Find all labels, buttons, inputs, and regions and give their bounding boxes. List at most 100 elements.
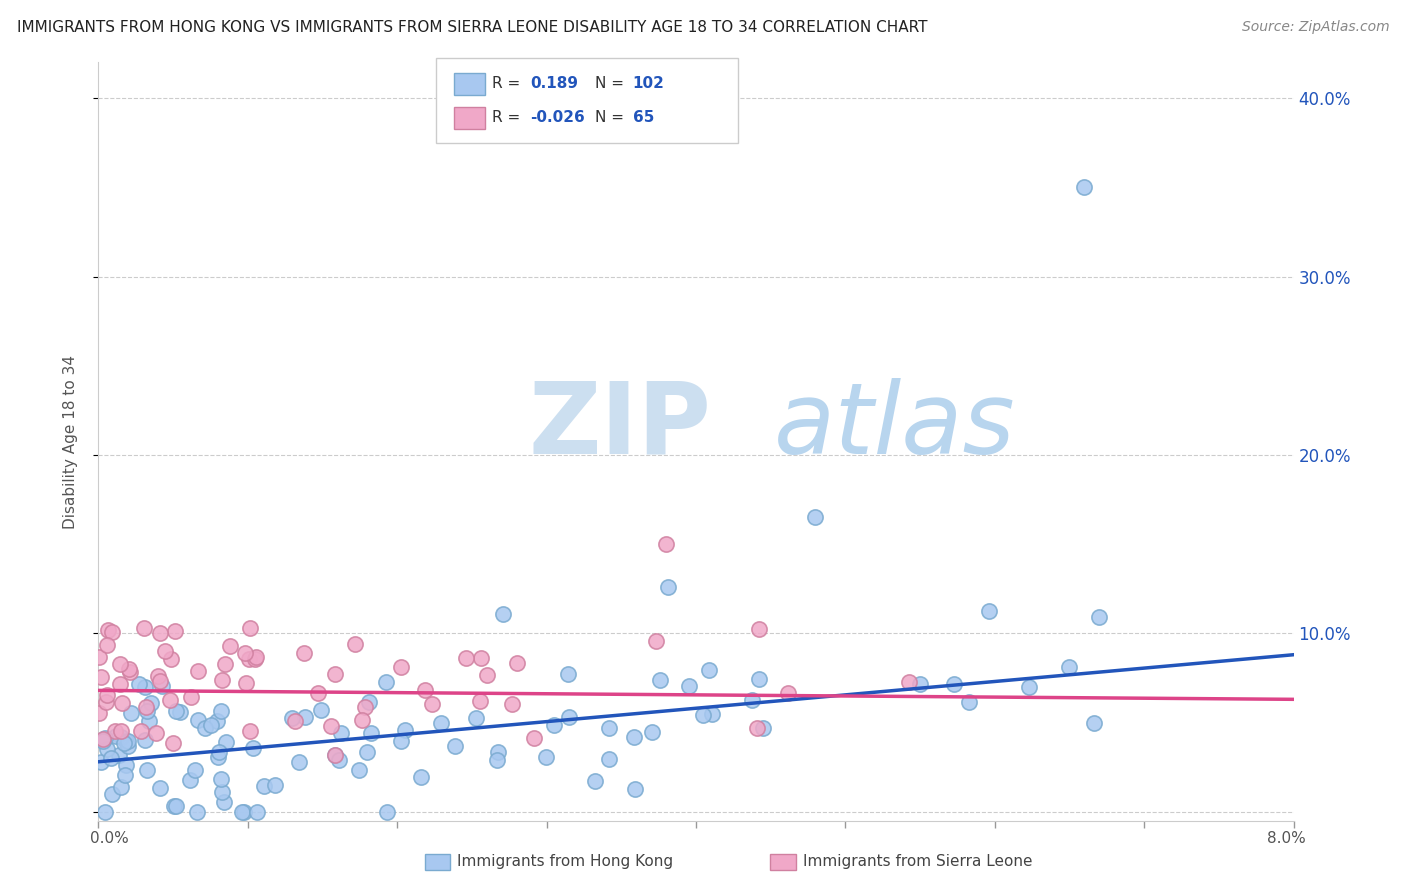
- Point: [394, 723, 416, 737]
- Point: [908, 677, 931, 691]
- Text: 0.0%: 0.0%: [90, 831, 129, 846]
- Point: [149, 673, 172, 688]
- Text: 65: 65: [633, 111, 654, 125]
- Text: Immigrants from Hong Kong: Immigrants from Hong Kong: [457, 855, 673, 869]
- Point: [153, 644, 176, 658]
- Text: 8.0%: 8.0%: [1267, 831, 1306, 846]
- Point: [207, 749, 229, 764]
- Point: [214, 657, 236, 671]
- Point: [776, 686, 799, 700]
- Point: [180, 690, 202, 704]
- Point: [187, 713, 209, 727]
- Text: 0.189: 0.189: [530, 77, 578, 91]
- Point: [391, 660, 413, 674]
- Point: [1083, 716, 1105, 731]
- Point: [90, 755, 112, 769]
- Text: atlas: atlas: [773, 378, 1015, 475]
- Point: [101, 625, 124, 640]
- Point: [325, 666, 347, 681]
- Point: [91, 732, 114, 747]
- Point: [245, 650, 267, 665]
- Point: [543, 717, 565, 731]
- Point: [238, 652, 260, 666]
- Point: [309, 703, 332, 717]
- Point: [389, 734, 412, 748]
- Point: [145, 726, 167, 740]
- Point: [115, 757, 138, 772]
- Point: [264, 778, 287, 792]
- Point: [114, 767, 136, 781]
- Text: N =: N =: [595, 111, 624, 125]
- Point: [100, 751, 122, 765]
- Point: [486, 752, 509, 766]
- Point: [307, 686, 329, 700]
- Point: [134, 733, 156, 747]
- Point: [165, 704, 187, 718]
- Point: [470, 650, 492, 665]
- Point: [135, 699, 157, 714]
- Point: [163, 799, 186, 814]
- Point: [475, 668, 498, 682]
- Point: [748, 622, 770, 636]
- Point: [136, 704, 159, 718]
- Point: [325, 747, 347, 762]
- Point: [184, 764, 207, 778]
- Point: [1057, 660, 1080, 674]
- Point: [288, 755, 311, 769]
- Point: [162, 736, 184, 750]
- Point: [411, 770, 433, 784]
- Point: [148, 669, 170, 683]
- Point: [678, 679, 700, 693]
- Point: [239, 620, 262, 634]
- Point: [650, 673, 672, 687]
- Point: [350, 714, 373, 728]
- Point: [598, 721, 620, 735]
- Point: [110, 731, 132, 745]
- Point: [160, 652, 183, 666]
- Point: [534, 749, 557, 764]
- Point: [187, 665, 209, 679]
- Point: [353, 700, 375, 714]
- Point: [486, 745, 509, 759]
- Point: [208, 745, 231, 759]
- Point: [159, 692, 181, 706]
- Point: [702, 707, 724, 722]
- Point: [214, 734, 236, 748]
- Text: Immigrants from Sierra Leone: Immigrants from Sierra Leone: [803, 855, 1032, 869]
- Point: [657, 580, 679, 594]
- Point: [655, 537, 678, 551]
- Point: [360, 726, 382, 740]
- Point: [149, 780, 172, 795]
- Point: [112, 736, 135, 750]
- Point: [328, 753, 350, 767]
- Point: [108, 657, 131, 672]
- Point: [134, 680, 156, 694]
- Point: [747, 722, 769, 736]
- Text: -0.026: -0.026: [530, 111, 585, 125]
- Point: [697, 663, 720, 677]
- Point: [104, 723, 127, 738]
- Point: [415, 683, 437, 698]
- Point: [1018, 680, 1040, 694]
- Point: [110, 723, 132, 738]
- Point: [111, 696, 134, 710]
- Point: [235, 676, 257, 690]
- Point: [979, 604, 1001, 618]
- Point: [1073, 180, 1095, 194]
- Point: [104, 729, 127, 743]
- Point: [430, 716, 453, 731]
- Point: [165, 624, 187, 638]
- Point: [506, 656, 529, 670]
- Point: [148, 626, 170, 640]
- Point: [281, 711, 304, 725]
- Point: [90, 670, 112, 684]
- Point: [118, 662, 141, 676]
- Point: [96, 741, 118, 756]
- Point: [741, 693, 763, 707]
- Point: [117, 739, 139, 753]
- Point: [598, 752, 620, 766]
- Point: [120, 706, 142, 720]
- Point: [91, 734, 114, 748]
- Point: [212, 795, 235, 809]
- Text: ZIP: ZIP: [529, 378, 711, 475]
